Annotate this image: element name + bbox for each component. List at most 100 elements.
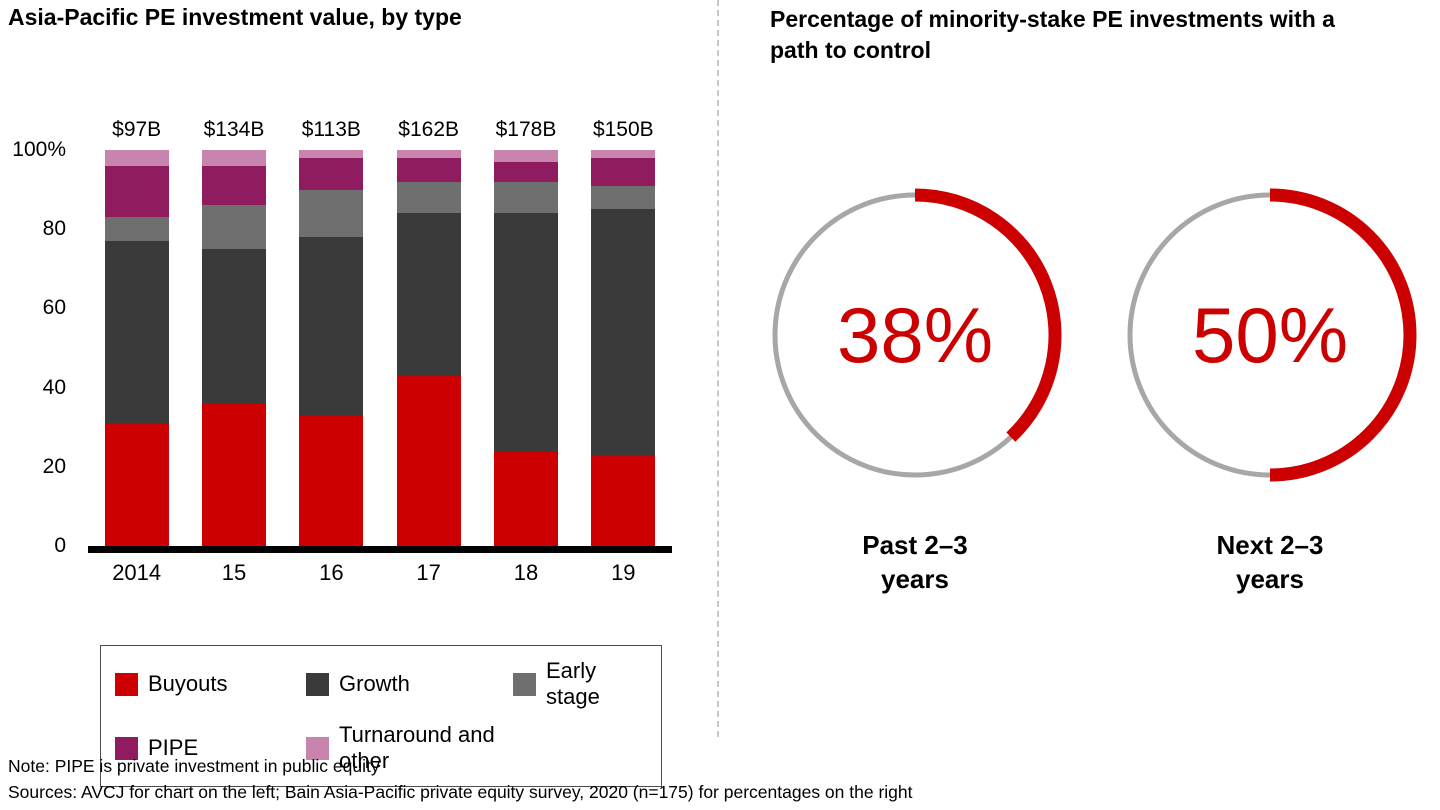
bar-segment-turnaround-and-other [104,150,169,166]
x-axis-label: 15 [221,560,247,585]
bar-total-label: $134B [203,118,265,141]
bar-segment-pipe [591,157,656,186]
bar-column-17 [380,150,477,546]
y-axis-tick: 20 [42,454,66,478]
y-axis-tick: 0 [54,534,66,557]
panel-divider [717,0,719,737]
legend-swatch [115,736,138,760]
bar-segment-pipe [299,157,364,190]
bar-segment-buyouts [493,450,558,546]
legend-label: Growth [339,671,410,696]
x-axis-label: 16 [319,560,344,585]
donut-caption-next-line1: Next 2–3 [1216,530,1324,560]
bar-segment-early-stage [201,205,266,250]
bar-segment-pipe [396,157,461,182]
bar-segment-growth [591,209,656,455]
legend-swatch [513,672,536,696]
stacked-bar-18 [493,150,558,546]
y-axis-tick: 100% [12,138,66,161]
donut-caption-past-line2: years [881,563,949,594]
bar-segment-turnaround-and-other [591,150,656,158]
legend-item: Growth [306,658,513,710]
x-axis-label: 17 [416,560,441,585]
legend-label: Buyouts [148,671,228,696]
bar-segment-early-stage [104,217,169,242]
bar-total-label: $162B [398,118,460,141]
bar-column-19 [575,150,672,546]
bar-segment-buyouts [396,375,461,546]
bar-segment-turnaround-and-other [493,150,558,162]
bar-column-15 [185,150,282,546]
legend-label: Turnaround and other [339,722,495,773]
legend-swatch [306,672,329,696]
bar-segment-growth [493,213,558,451]
bar-segment-buyouts [299,415,364,546]
legend-box: Buyouts Growth Early stage PIPE Turnaround a… [100,645,662,787]
legend-item: Early stage [513,658,655,710]
bar-total-label: $150B [592,118,654,141]
bar-totals-row: $97B $134B $113B $162B $178B $150B [88,118,672,142]
legend-swatch [115,672,138,696]
x-axis-label: 19 [611,560,636,585]
stacked-bar-2014 [104,150,169,546]
left-chart-title: Asia-Pacific PE investment value, by typ… [8,4,462,30]
bar-segment-early-stage [493,181,558,214]
bar-segment-growth [396,213,461,376]
x-axis-labels: 2014 15 16 17 18 19 [88,560,672,586]
bar-column-2014 [88,150,185,546]
bar-segment-early-stage [591,185,656,210]
stacked-bar-15 [201,150,266,546]
bar-segment-growth [299,237,364,416]
donut-svg-next [1127,188,1417,482]
donut-ring-next: 50% [1120,185,1420,485]
bar-segment-turnaround-and-other [201,150,266,166]
legend-item: PIPE [115,722,306,774]
y-axis-tick: 80 [42,217,66,241]
sources-line: Sources: AVCJ for chart on the left; Bai… [8,782,913,802]
legend-label: PIPE [148,735,199,760]
stacked-bar-16 [299,150,364,546]
x-axis-label: 2014 [112,560,162,585]
stacked-bar-19 [591,150,656,546]
bar-total-label: $97B [112,118,162,141]
bar-segment-buyouts [201,403,266,546]
footnote: Note: PIPE is private investment in publ… [8,756,380,776]
bar-segment-growth [104,241,169,424]
donut-value-next: 50% [1191,290,1349,379]
y-axis: 100% 80 60 40 20 0 [0,139,78,557]
donut-ring-past: 38% [765,185,1065,485]
x-axis-label: 18 [513,560,539,585]
legend-label: Early stage [546,658,600,709]
donut-value-past: 38% [836,290,994,379]
donut-gauge-next: 50% Next 2–3 years [1120,185,1420,597]
y-axis-tick: 60 [42,296,66,320]
bar-segment-buyouts [104,423,169,546]
stacked-bar-17 [396,150,461,546]
donut-svg-past [772,188,1062,478]
bar-total-label: $113B [301,118,361,141]
bar-segment-pipe [493,161,558,182]
legend-swatch [306,736,329,760]
bar-column-16 [283,150,380,546]
donut-caption-next: Next 2–3 years [1120,529,1420,597]
bar-segment-turnaround-and-other [396,150,461,158]
bar-segment-early-stage [396,181,461,214]
bar-segment-growth [201,249,266,404]
legend-item: Buyouts [115,658,306,710]
bar-segment-pipe [201,165,266,206]
bar-segment-buyouts [591,454,656,546]
bar-total-label: $178B [495,118,557,141]
donut-caption-past-line1: Past 2–3 [862,530,968,560]
bar-segment-early-stage [299,189,364,238]
bar-segment-turnaround-and-other [299,150,364,158]
bar-segment-pipe [104,165,169,218]
stacked-bar-plot [88,150,672,553]
y-axis-tick: 40 [42,375,66,399]
donut-caption-next-line2: years [1236,563,1304,594]
bar-column-18 [477,150,574,546]
donut-arc [1269,188,1417,482]
legend-item: Turnaround and other [306,722,513,774]
donut-arc [914,188,1062,442]
right-chart-title: Percentage of minority-stake PE investme… [770,6,1335,64]
